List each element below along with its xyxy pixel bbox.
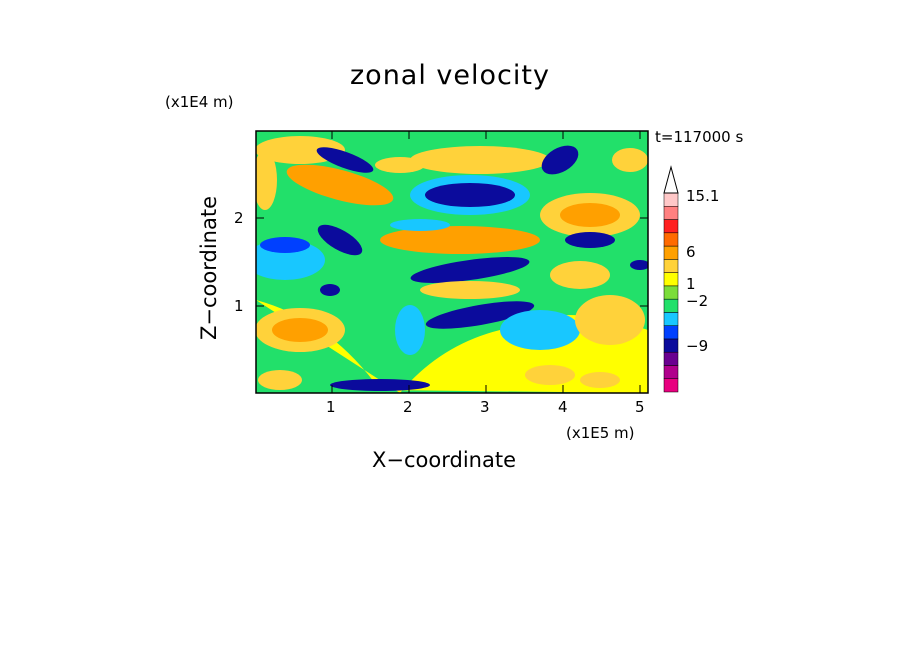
field-blob [395, 305, 425, 355]
field-blob [330, 379, 430, 391]
colorbar-label: −2 [686, 292, 709, 310]
field-blob [565, 232, 615, 248]
colorbar-segment [663, 245, 679, 260]
colorbar-label: 6 [686, 243, 696, 261]
field-blob [410, 257, 530, 283]
field-blob [256, 150, 277, 210]
z-axis-unit: (x1E4 m) [165, 93, 234, 111]
field-blob [317, 224, 363, 256]
x-axis-ticks [331, 131, 641, 393]
field-blob [320, 284, 340, 296]
y-tick-label: 1 [234, 297, 244, 315]
field-blob [560, 203, 620, 227]
colorbar-segment [663, 192, 679, 207]
field-blob [500, 310, 580, 350]
contour-field [256, 131, 648, 393]
x-tick-label: 2 [403, 398, 413, 416]
x-tick-label: 1 [326, 398, 336, 416]
field-blob [410, 146, 550, 174]
field-blob [425, 183, 515, 207]
field-blob [286, 164, 394, 206]
colorbar-segment [663, 325, 679, 340]
colorbar-label: −9 [686, 337, 709, 355]
colorbar-label: 15.1 [686, 187, 720, 205]
field-blob [272, 318, 328, 342]
colorbar-segment [663, 219, 679, 234]
colorbar-segment [663, 351, 679, 366]
field-blob [580, 372, 620, 388]
colorbar-segment [663, 259, 679, 273]
field-blob [575, 295, 645, 345]
field-blob [550, 261, 610, 289]
x-tick-label: 5 [635, 398, 645, 416]
field-blob [260, 237, 310, 253]
field-blob [630, 260, 648, 270]
colorbar-segment [663, 365, 679, 379]
colorbar-label: 1 [686, 275, 696, 293]
colorbar [663, 165, 679, 393]
colorbar-segment [663, 312, 679, 326]
field-blob [316, 147, 374, 173]
colorbar-segment [663, 272, 679, 287]
plot-frame [255, 130, 649, 394]
colorbar-segment [663, 206, 679, 220]
x-axis-unit: (x1E5 m) [566, 424, 635, 442]
field-blob [420, 281, 520, 299]
colorbar-segment [663, 378, 679, 393]
chart-title: zonal velocity [350, 60, 550, 91]
field-blob [375, 157, 425, 173]
field-blob [541, 145, 579, 175]
field-blob [425, 301, 535, 329]
colorbar-segment [663, 298, 679, 313]
x-tick-label: 4 [558, 398, 568, 416]
field-blob [258, 370, 302, 390]
colorbar-segment [663, 232, 679, 247]
colorbar-extend-arrow [663, 165, 679, 194]
field-blob [390, 219, 450, 231]
colorbar-segment [663, 285, 679, 300]
y-tick-label: 2 [234, 209, 244, 227]
time-stamp-label: t=117000 s [655, 128, 744, 146]
x-tick-label: 3 [480, 398, 490, 416]
field-blob [380, 226, 540, 254]
x-axis-label: X−coordinate [372, 448, 516, 472]
y-axis-ticks [256, 217, 648, 307]
field-blob [525, 365, 575, 385]
field-blob [612, 148, 648, 172]
colorbar-segment [663, 338, 679, 353]
